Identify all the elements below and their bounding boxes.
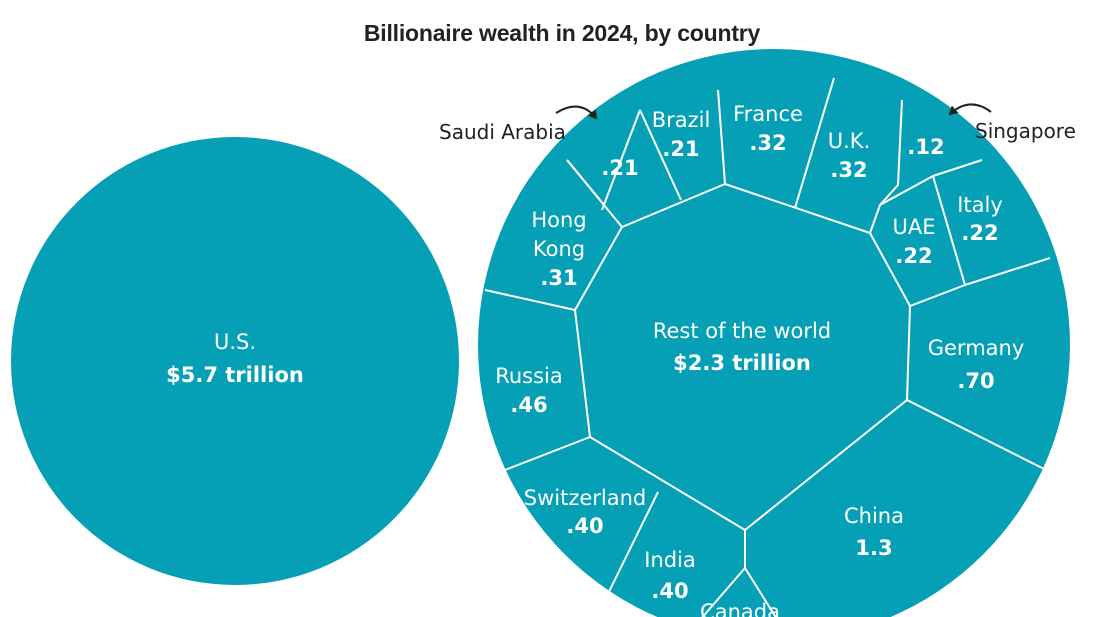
us-label: U.S.	[214, 330, 256, 354]
hong-kong-label-line2: Kong	[533, 237, 585, 261]
cell-border-11	[601, 109, 641, 211]
us-bubble	[11, 137, 459, 585]
india-label: India	[644, 548, 696, 572]
cell-border-3	[869, 159, 983, 234]
russia-value: .46	[510, 393, 547, 417]
singapore-arrow-icon	[948, 103, 992, 116]
uk-value: .32	[830, 158, 867, 182]
cell-border-10	[566, 159, 601, 201]
country-cell-borders	[484, 77, 1051, 617]
germany-label: Germany	[928, 336, 1025, 360]
russia-label: Russia	[495, 364, 563, 388]
hong-kong-label-line1: Hong	[531, 208, 586, 232]
cell-border-9	[484, 289, 576, 311]
uk-label: U.K.	[828, 129, 871, 153]
india-value: .40	[651, 579, 688, 603]
saudi-arabia-value: .21	[601, 156, 638, 180]
us-value: $5.7 trillion	[166, 363, 304, 387]
brazil-label: Brazil	[652, 108, 711, 132]
chart-title: Billionaire wealth in 2024, by country	[363, 20, 761, 46]
france-value: .32	[749, 131, 786, 155]
country-labels: Rest of the world $2.3 trillion China 1.…	[495, 102, 1024, 617]
cell-border-2	[717, 89, 726, 185]
canada-label: Canada	[700, 600, 780, 617]
saudi-arabia-label: Saudi Arabia	[439, 120, 566, 144]
rest-of-world-bubble	[478, 49, 1070, 617]
saudi-arabia-arrow-icon	[555, 105, 598, 120]
china-value: 1.3	[855, 536, 892, 560]
italy-label: Italy	[957, 193, 1003, 217]
uae-value: .22	[895, 244, 932, 268]
hong-kong-value: .31	[540, 266, 577, 290]
cell-border-12	[639, 109, 682, 201]
singapore-value: .12	[907, 135, 944, 159]
cell-border-16	[599, 491, 659, 611]
switzerland-value: .40	[566, 514, 603, 538]
cell-border-15	[932, 175, 966, 286]
rest-of-world-label: Rest of the world	[653, 319, 831, 343]
cell-border-14	[879, 99, 903, 206]
rest-of-world-value: $2.3 trillion	[673, 351, 811, 375]
brazil-value: .21	[662, 137, 699, 161]
cell-border-8	[504, 436, 591, 471]
cell-border-13	[794, 77, 835, 209]
china-label: China	[844, 504, 904, 528]
france-label: France	[733, 102, 803, 126]
uae-label: UAE	[892, 215, 935, 239]
switzerland-label: Switzerland	[524, 486, 647, 510]
cell-border-5	[906, 399, 1047, 471]
singapore-label: Singapore	[975, 119, 1076, 143]
cell-border-7	[744, 567, 791, 617]
germany-value: .70	[957, 369, 994, 393]
italy-value: .22	[961, 221, 998, 245]
